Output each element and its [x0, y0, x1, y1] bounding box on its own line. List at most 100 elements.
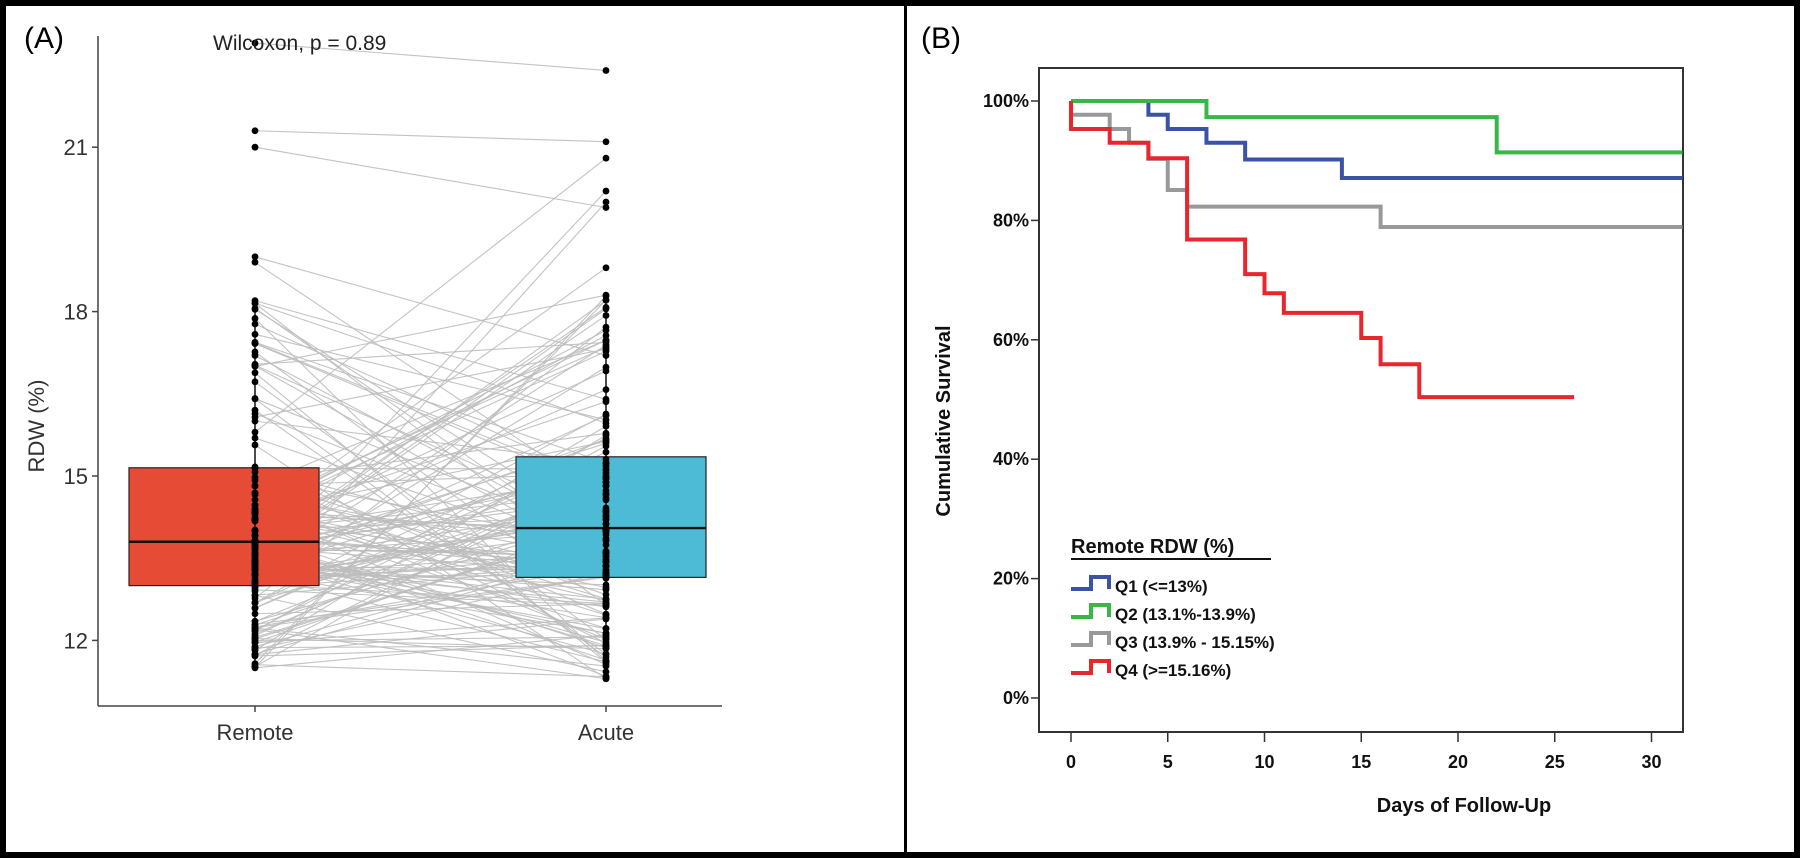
point-remote: [251, 428, 259, 436]
x-tick-label: 15: [1351, 752, 1371, 772]
y-tick-label: 20%: [993, 569, 1029, 589]
legend-swatch-icon: [1071, 631, 1111, 647]
point-acute: [602, 584, 610, 592]
point-acute: [602, 512, 610, 519]
legend-swatch-icon: [1071, 659, 1111, 675]
point-remote: [251, 434, 259, 442]
box-remote: [128, 467, 320, 587]
paired-line: [254, 348, 607, 418]
point-acute: [602, 662, 610, 670]
paired-line: [254, 594, 607, 673]
y-tick-label: 100%: [983, 91, 1029, 111]
point-remote: [251, 395, 259, 402]
legend-label: Q4 (>=15.16%): [1115, 661, 1231, 680]
y-axis-label: RDW (%): [24, 380, 49, 473]
paired-line: [254, 294, 607, 367]
point-remote: [251, 258, 259, 266]
survival-curve-q4: [1069, 101, 1575, 400]
point-acute: [602, 419, 610, 427]
legend-label: Q2 (13.1%-13.9%): [1115, 605, 1256, 624]
point-remote: [251, 39, 259, 47]
legend-swatch-icon: [1071, 575, 1111, 591]
point-remote: [251, 664, 259, 672]
panel-label-a: (A): [24, 22, 64, 55]
point-acute: [602, 675, 610, 683]
point-remote: [251, 577, 259, 585]
y-tick-label: 21: [64, 135, 88, 160]
point-remote: [251, 143, 259, 151]
point-remote: [251, 441, 259, 449]
paired-line: [254, 42, 607, 72]
point-acute: [602, 482, 610, 490]
point-acute: [602, 303, 610, 311]
point-acute: [602, 642, 610, 650]
y-tick-label: 15: [64, 464, 88, 489]
paired-line: [254, 664, 607, 678]
paired-line: [254, 318, 607, 662]
point-acute: [602, 595, 610, 603]
legend-swatch-icon: [1071, 603, 1111, 619]
point-remote: [251, 330, 259, 338]
legend: Remote RDW (%) Q1 (<=13%) Q2 (13.1%-13.9%)…: [1071, 536, 1275, 680]
point-remote: [251, 646, 259, 654]
y-tick-label: 60%: [993, 330, 1029, 350]
point-acute: [602, 541, 610, 549]
point-remote: [251, 378, 259, 386]
point-remote: [251, 253, 259, 261]
point-acute: [602, 466, 610, 474]
point-acute: [602, 386, 610, 394]
point-acute: [602, 336, 610, 344]
point-acute: [602, 571, 610, 578]
paired-line: [254, 341, 607, 365]
point-remote: [251, 406, 259, 414]
point-acute: [602, 332, 610, 339]
point-acute: [602, 459, 610, 466]
point-remote: [251, 571, 259, 579]
paired-line: [254, 574, 607, 663]
x-tick-label: 25: [1545, 752, 1565, 772]
paired-line: [254, 583, 607, 605]
point-remote: [251, 496, 259, 504]
paired-line: [254, 300, 607, 400]
point-remote: [251, 509, 259, 516]
point-remote: [251, 626, 259, 633]
panel-b: (B) 0% 20% 40% 60% 80% 100% 0 5 10 15 20 25 30 Remot…: [907, 6, 1794, 852]
data-points: [251, 39, 610, 683]
point-remote: [251, 604, 259, 612]
y-tick-label: 0%: [1003, 688, 1029, 708]
legend-label: Q3 (13.9% - 15.15%): [1115, 633, 1275, 652]
point-acute: [602, 154, 610, 162]
x-tick-label: 10: [1254, 752, 1274, 772]
paired-line: [254, 157, 607, 433]
point-acute: [602, 323, 610, 331]
point-remote: [251, 304, 259, 312]
paired-line: [254, 589, 607, 607]
point-remote: [251, 363, 259, 370]
point-acute: [602, 312, 610, 319]
paired-line: [254, 256, 607, 356]
point-acute: [602, 67, 610, 74]
x-tick-label: 30: [1641, 752, 1661, 772]
point-acute: [602, 264, 610, 272]
legend-title: Remote RDW (%): [1071, 536, 1234, 558]
paired-line: [254, 634, 607, 669]
point-acute: [602, 395, 610, 403]
x-tick-label-remote: Remote: [216, 720, 293, 745]
paired-line: [254, 341, 607, 464]
paired-line: [254, 627, 607, 667]
point-remote: [251, 348, 259, 356]
y-tick-label: 18: [64, 300, 88, 325]
x-tick-label: 0: [1066, 752, 1076, 772]
point-acute: [602, 345, 610, 353]
axes: 0% 20% 40% 60% 80% 100% 0 5 10 15 20 25 30: [983, 91, 1662, 772]
point-acute: [602, 610, 610, 618]
point-remote: [251, 551, 259, 559]
point-acute: [602, 534, 610, 542]
survival-curve-q2: [1071, 99, 1683, 155]
point-remote: [251, 339, 259, 347]
point-remote: [251, 527, 259, 535]
point-acute: [602, 431, 610, 439]
point-acute: [602, 506, 610, 514]
paired-line: [254, 146, 607, 209]
paired-line: [254, 618, 607, 656]
